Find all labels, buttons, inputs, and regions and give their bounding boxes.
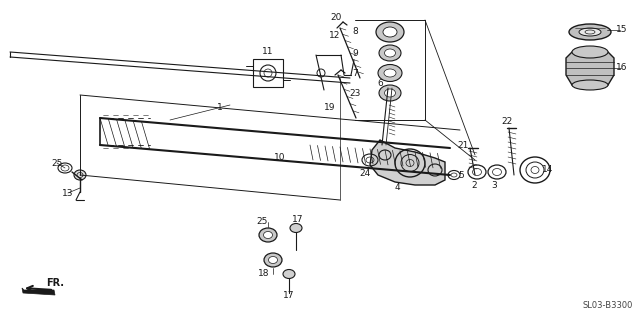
Ellipse shape [74, 170, 86, 180]
Ellipse shape [384, 69, 396, 77]
Ellipse shape [378, 64, 402, 81]
Text: 3: 3 [491, 181, 497, 189]
Text: 14: 14 [542, 166, 554, 174]
Ellipse shape [383, 27, 397, 37]
Ellipse shape [385, 89, 396, 97]
Ellipse shape [385, 49, 396, 57]
Ellipse shape [264, 232, 273, 239]
Text: 25: 25 [256, 218, 268, 226]
Text: FR.: FR. [46, 278, 64, 288]
Text: 25: 25 [51, 159, 63, 167]
Ellipse shape [569, 24, 611, 40]
Polygon shape [370, 140, 445, 185]
Text: SL03-B3300: SL03-B3300 [583, 300, 633, 309]
Text: 2: 2 [471, 181, 477, 189]
Ellipse shape [579, 28, 601, 36]
Text: 4: 4 [394, 183, 400, 192]
Text: 21: 21 [458, 140, 468, 150]
Ellipse shape [290, 224, 302, 233]
Ellipse shape [259, 228, 277, 242]
Ellipse shape [264, 253, 282, 267]
Text: 5: 5 [458, 172, 464, 181]
Text: 17: 17 [284, 291, 295, 300]
Text: 24: 24 [360, 168, 371, 177]
Text: 7: 7 [352, 69, 358, 78]
Text: 23: 23 [349, 88, 361, 98]
Text: 22: 22 [501, 117, 513, 127]
Text: 15: 15 [616, 26, 628, 34]
Ellipse shape [379, 85, 401, 101]
Ellipse shape [376, 22, 404, 42]
Ellipse shape [572, 46, 608, 58]
Text: 16: 16 [616, 63, 628, 72]
Text: 9: 9 [352, 48, 358, 57]
Ellipse shape [379, 45, 401, 61]
Text: 11: 11 [262, 48, 274, 56]
Text: 1: 1 [217, 102, 223, 112]
Polygon shape [566, 52, 614, 85]
Text: 8: 8 [352, 27, 358, 36]
Text: 18: 18 [259, 270, 269, 278]
Polygon shape [22, 288, 55, 295]
Text: 17: 17 [292, 216, 304, 225]
Ellipse shape [269, 256, 278, 263]
Ellipse shape [572, 80, 608, 90]
Text: 13: 13 [62, 189, 74, 197]
Ellipse shape [283, 270, 295, 278]
Text: 12: 12 [330, 31, 340, 40]
Text: 20: 20 [330, 12, 342, 21]
Text: 6: 6 [377, 79, 383, 88]
Text: 19: 19 [324, 102, 336, 112]
Text: 10: 10 [275, 152, 285, 161]
Bar [253, 59, 283, 87]
